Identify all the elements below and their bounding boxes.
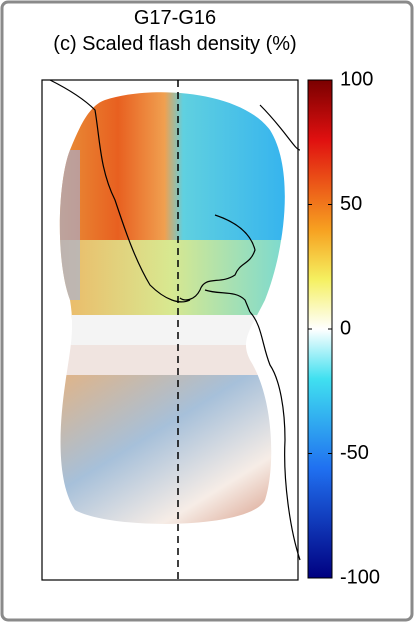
tick-label: 50 — [340, 193, 362, 215]
tick-label: 100 — [340, 68, 373, 90]
tick-label: -50 — [340, 442, 369, 464]
colorbar-ticks: -100 -50 0 50 100 — [308, 68, 380, 588]
subtitle: (c) Scaled flash density (%) — [53, 33, 296, 55]
tick-label: -100 — [340, 566, 380, 588]
density-field — [59, 92, 285, 524]
title: G17-G16 — [134, 7, 216, 29]
tick-label: 0 — [340, 317, 351, 339]
map-border — [41, 79, 299, 581]
